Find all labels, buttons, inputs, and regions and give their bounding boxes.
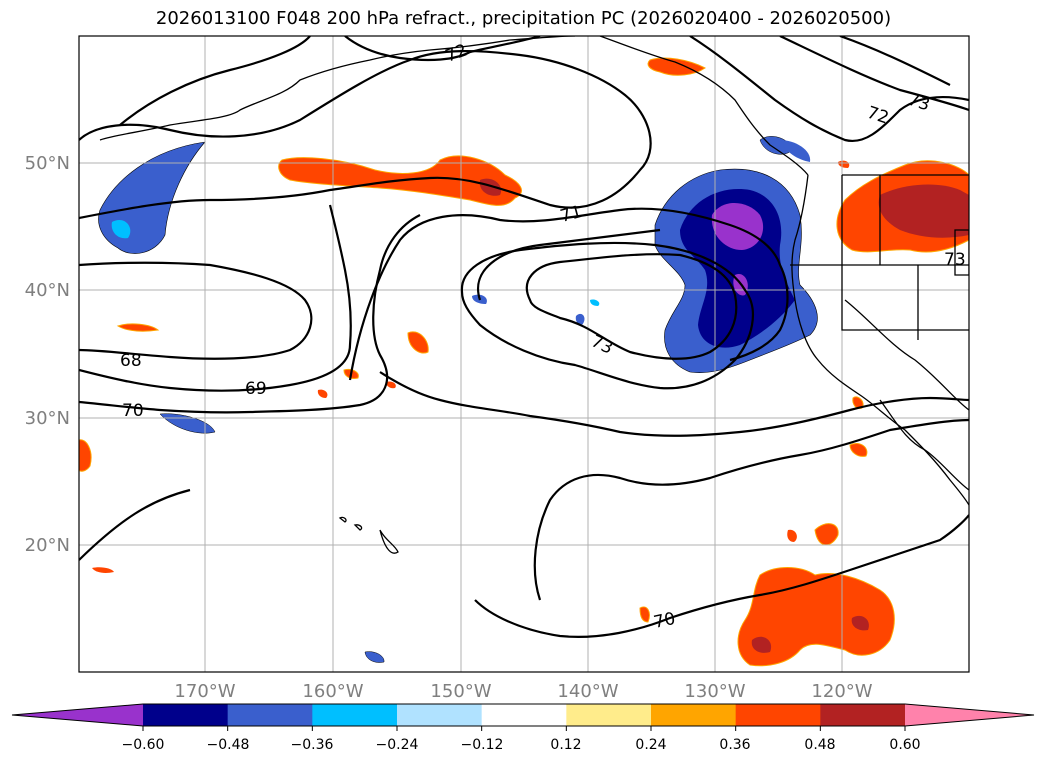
contour-70-south: [474, 418, 969, 638]
colorbar-tick-label: 0.12: [550, 737, 581, 753]
colorbar-tick-label: −0.48: [207, 737, 250, 753]
map-frame: [78, 35, 970, 673]
negative-precip-regions: [98, 136, 818, 663]
lon-label: 170°W: [174, 681, 235, 702]
colorbar-tick-label: −0.24: [376, 737, 419, 753]
contour-label: 68: [120, 351, 142, 371]
colorbar-tick-label: −0.12: [461, 737, 504, 753]
contour-72-east: [689, 36, 969, 143]
contour-73: [525, 253, 738, 360]
contour-label: 69: [245, 379, 267, 399]
colorbar-tick-label: −0.36: [291, 737, 334, 753]
contour-label: 73: [944, 250, 966, 270]
lon-label: 130°W: [684, 681, 745, 702]
colorbar-swatch: [143, 704, 229, 726]
colorbar-swatch: [481, 704, 567, 726]
colorbar-tick-label: −0.60: [122, 737, 165, 753]
contour-70-ring: [460, 241, 754, 390]
latitude-labels: 50°N 40°N 30°N 20°N: [25, 153, 70, 556]
map-title: 2026013100 F048 200 hPa refract., precip…: [155, 8, 892, 29]
contour-69: [79, 204, 352, 392]
coastlines: [99, 36, 969, 554]
colorbar-extension-high: [905, 704, 1034, 726]
colorbar-ticks: [142, 726, 906, 731]
colorbar-swatch: [651, 704, 737, 726]
colorbar: −0.60 −0.48 −0.36 −0.24 −0.12 0.12 0.24 …: [11, 703, 1035, 753]
colorbar-tick-label: 0.48: [804, 737, 835, 753]
colorbar-swatch: [312, 704, 398, 726]
lat-label: 20°N: [25, 535, 70, 556]
contour-71: [79, 207, 789, 561]
lon-label: 160°W: [302, 681, 363, 702]
colorbar-tick-label: 0.24: [635, 737, 666, 753]
colorbar-swatch: [820, 704, 906, 726]
colorbar-tick-labels: −0.60 −0.48 −0.36 −0.24 −0.12 0.12 0.24 …: [122, 737, 921, 753]
lon-label: 140°W: [557, 681, 618, 702]
refractivity-contours: [79, 36, 969, 638]
colorbar-swatch: [397, 704, 483, 726]
lon-label: 150°W: [430, 681, 491, 702]
colorbar-swatches: [12, 704, 1034, 726]
lat-label: 30°N: [25, 408, 70, 429]
colorbar-swatch: [566, 704, 652, 726]
colorbar-extension-low: [12, 704, 143, 726]
colorbar-tick-label: 0.36: [719, 737, 750, 753]
contour-73-ne: [779, 36, 969, 112]
longitude-labels: 170°W 160°W 150°W 140°W 130°W 120°W: [174, 681, 872, 702]
colorbar-swatch: [735, 704, 821, 726]
contour-72-north: [119, 36, 541, 126]
contour-label: 70: [652, 609, 677, 633]
lat-label: 40°N: [25, 280, 70, 301]
map-panel: 72 73 72 71 73 73 68 69 70 70: [79, 36, 969, 672]
colorbar-swatch: [227, 704, 313, 726]
contour-south: [379, 371, 969, 437]
colorbar-tick-label: 0.60: [889, 737, 920, 753]
contour-70-west: [79, 214, 421, 414]
contour-68: [79, 261, 313, 360]
contour-outer-north: [79, 49, 652, 220]
lon-label: 120°W: [811, 681, 872, 702]
lat-label: 50°N: [25, 153, 70, 174]
contour-label: 70: [122, 401, 144, 421]
